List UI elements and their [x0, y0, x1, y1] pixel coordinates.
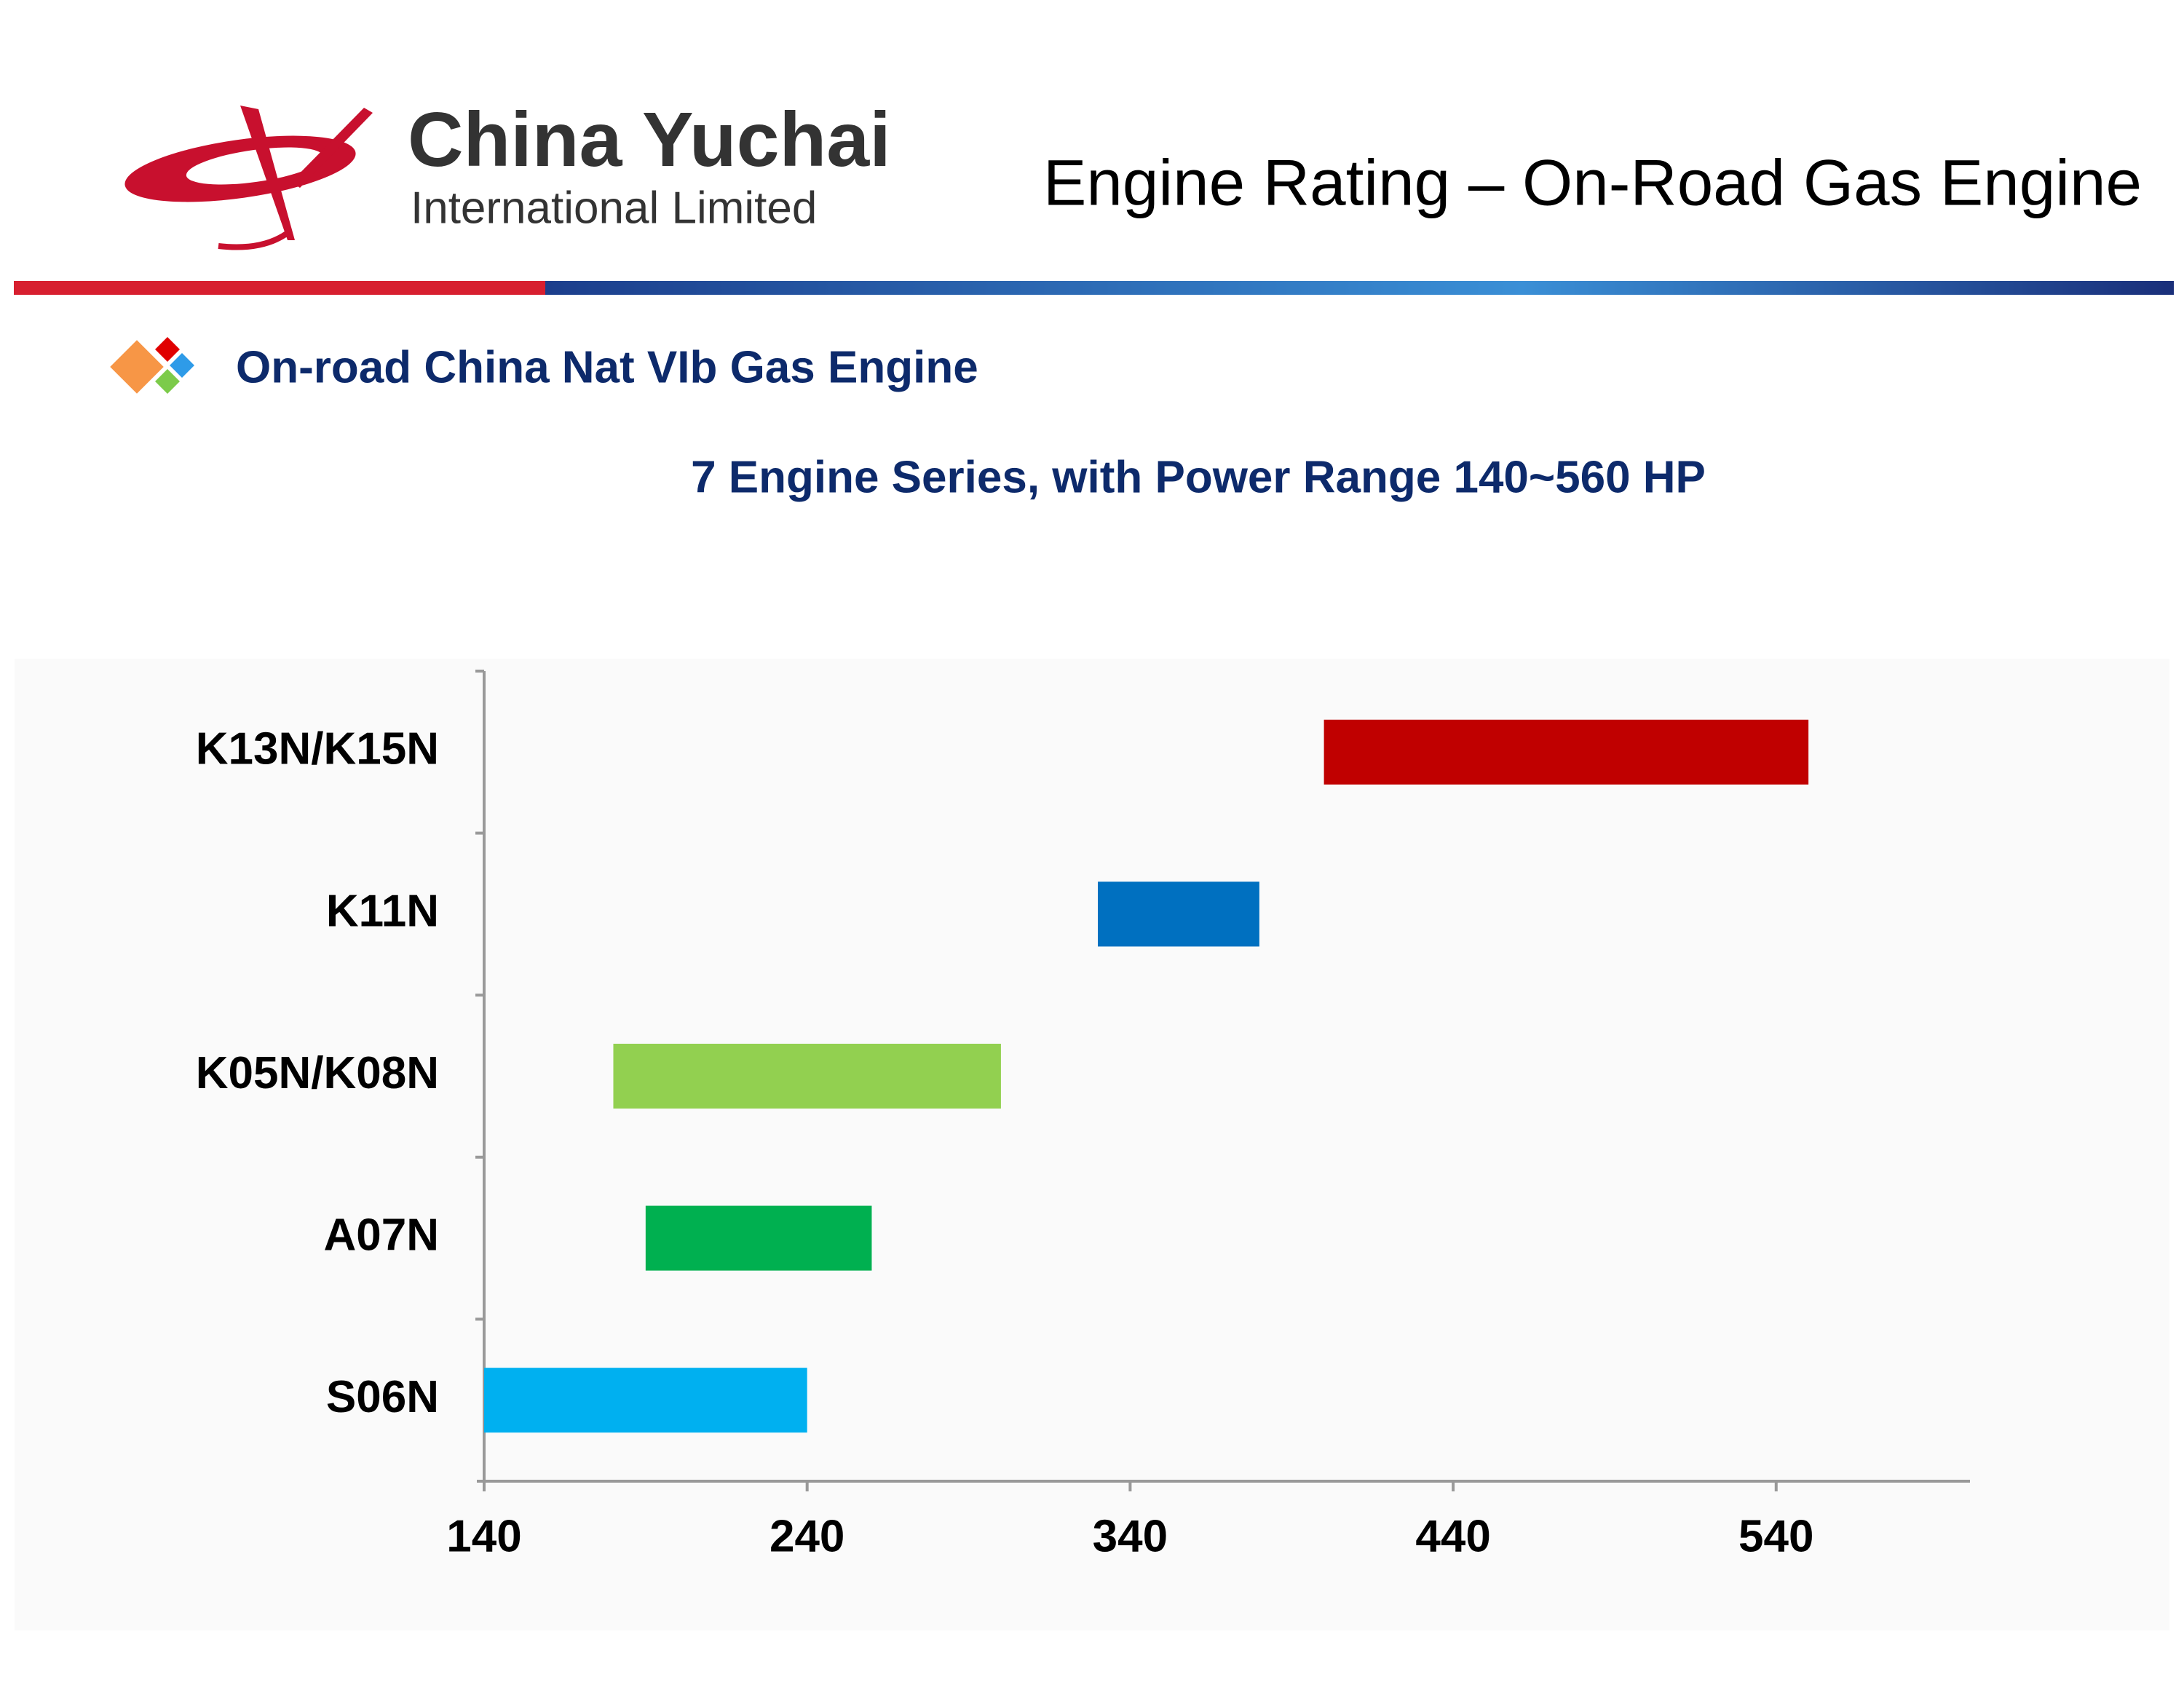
x-tick-label: 540	[1738, 1511, 1813, 1561]
x-tick-label: 440	[1415, 1511, 1490, 1561]
bar	[484, 1368, 807, 1433]
bar	[1098, 881, 1259, 947]
header-title: Engine Rating – On-Road Gas Engine	[1043, 146, 2142, 219]
y-tick-label: K13N/K15N	[196, 724, 439, 774]
bar	[1324, 719, 1809, 785]
x-tick-label: 240	[769, 1511, 844, 1561]
y-tick-label: K11N	[326, 886, 439, 936]
y-tick-label: S06N	[326, 1372, 439, 1422]
bar	[645, 1205, 872, 1271]
chart-title: 7 Engine Series, with Power Range 140~56…	[691, 452, 1706, 502]
header-band-red	[14, 281, 545, 295]
x-tick-label: 140	[446, 1511, 521, 1561]
y-tick-label: K05N/K08N	[196, 1048, 439, 1098]
y-tick-label: A07N	[323, 1210, 439, 1260]
header-band-blue	[545, 281, 2174, 295]
section-title: On-road China Nat VIb Gas Engine	[236, 342, 978, 392]
company-name: China Yuchai	[408, 97, 891, 183]
company-subname: International Limited	[411, 183, 817, 233]
plot-background	[15, 659, 2169, 1630]
bar	[613, 1043, 1001, 1109]
logo	[124, 106, 373, 250]
x-tick-label: 340	[1093, 1511, 1168, 1561]
section-icon	[110, 337, 194, 394]
